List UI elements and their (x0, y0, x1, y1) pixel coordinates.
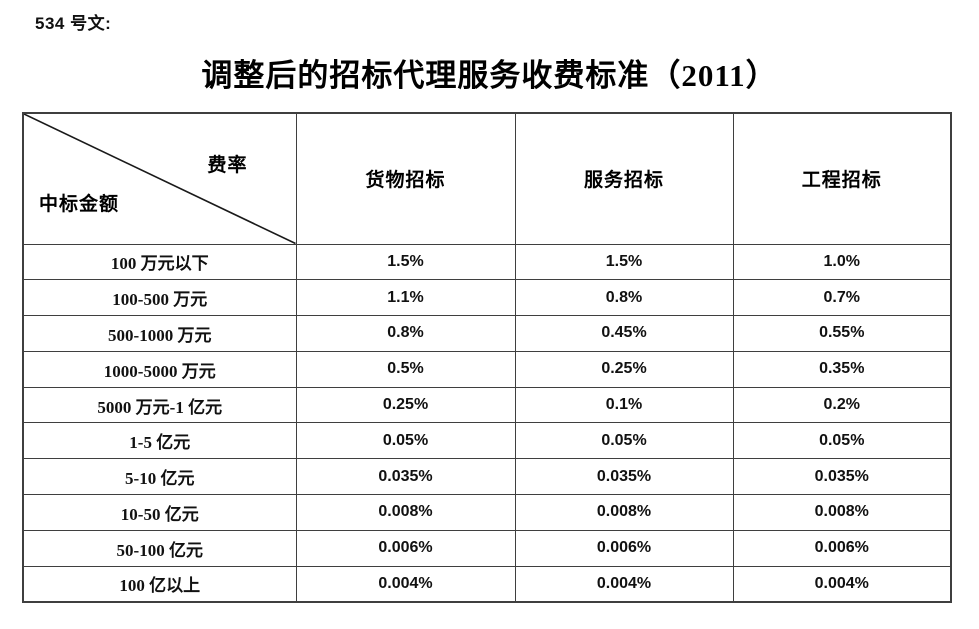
rate-value-cell: 1.0% (732, 243, 952, 281)
row-label-bid-amount: 10-50 亿元 (22, 494, 297, 531)
rate-value-cell: 0.004% (295, 565, 516, 603)
rate-value-cell: 0.035% (295, 458, 516, 496)
row-label-bid-amount: 5000 万元-1 亿元 (22, 386, 297, 424)
rate-value-cell: 0.006% (295, 529, 516, 567)
page-title: 调整后的招标代理服务收费标准（2011） (201, 58, 778, 93)
rate-value-cell: 0.2% (732, 386, 952, 424)
row-label-bid-amount: 50-100 亿元 (22, 529, 297, 567)
rate-value-cell: 0.008% (514, 494, 734, 531)
row-label-bid-amount: 100 万元以下 (22, 243, 297, 281)
rate-value-cell: 0.004% (732, 565, 952, 603)
rate-value-cell: 0.05% (732, 422, 952, 460)
rate-value-cell: 0.8% (514, 279, 734, 317)
corner-header-cell: 费率 中标金额 (22, 112, 297, 245)
rate-value-cell: 0.006% (732, 529, 952, 567)
row-label-bid-amount: 500-1000 万元 (22, 315, 297, 352)
corner-label-bid-amount: 中标金额 (39, 193, 120, 215)
rate-value-cell: 0.004% (514, 565, 734, 603)
rate-value-cell: 0.1% (514, 386, 734, 424)
table-row: 50-100 亿元 0.006% 0.006% 0.006% (22, 529, 952, 567)
table-row: 5-10 亿元 0.035% 0.035% 0.035% (22, 458, 952, 496)
table-row: 10-50 亿元 0.008% 0.008% 0.008% (22, 494, 952, 531)
rate-value-cell: 0.25% (514, 350, 734, 388)
rate-value-cell: 0.035% (732, 458, 952, 496)
row-label-bid-amount: 100-500 万元 (22, 279, 297, 317)
rate-value-cell: 0.35% (732, 350, 952, 388)
row-label-bid-amount: 1-5 亿元 (22, 422, 297, 460)
table-row: 100 亿以上 0.004% 0.004% 0.004% (22, 565, 952, 603)
rate-value-cell: 1.1% (295, 279, 516, 317)
doc-number-label: 534 号文: (35, 14, 112, 33)
rate-value-cell: 0.05% (514, 422, 734, 460)
rate-value-cell: 0.45% (514, 315, 734, 352)
column-header-engineering-bidding: 工程招标 (732, 112, 952, 245)
column-header-service-bidding: 服务招标 (514, 112, 734, 245)
row-label-bid-amount: 5-10 亿元 (22, 458, 297, 496)
table-row: 1-5 亿元 0.05% 0.05% 0.05% (22, 422, 952, 460)
table-row: 100-500 万元 1.1% 0.8% 0.7% (22, 279, 952, 317)
rate-value-cell: 0.006% (514, 529, 734, 567)
rate-value-cell: 0.8% (295, 315, 516, 352)
column-header-goods-bidding: 货物招标 (295, 112, 516, 245)
table-header-row: 费率 中标金额 货物招标 服务招标 工程招标 (22, 112, 952, 245)
rate-value-cell: 1.5% (295, 243, 516, 281)
rate-value-cell: 0.008% (732, 494, 952, 531)
rate-value-cell: 0.05% (295, 422, 516, 460)
row-label-bid-amount: 100 亿以上 (22, 565, 297, 603)
table-row: 500-1000 万元 0.8% 0.45% 0.55% (22, 315, 952, 352)
rate-value-cell: 0.7% (732, 279, 952, 317)
rate-value-cell: 0.5% (295, 350, 516, 388)
table-row: 5000 万元-1 亿元 0.25% 0.1% 0.2% (22, 386, 952, 424)
table-row: 1000-5000 万元 0.5% 0.25% 0.35% (22, 350, 952, 388)
corner-label-rate: 费率 (207, 155, 248, 176)
rate-value-cell: 0.25% (295, 386, 516, 424)
rate-value-cell: 0.008% (295, 494, 516, 531)
rate-value-cell: 1.5% (514, 243, 734, 281)
diagonal-divider-line (24, 114, 296, 244)
rate-value-cell: 0.035% (514, 458, 734, 496)
row-label-bid-amount: 1000-5000 万元 (22, 350, 297, 388)
rate-value-cell: 0.55% (732, 315, 952, 352)
fee-rate-table: 费率 中标金额 货物招标 服务招标 工程招标 100 万元以下 1.5% 1.5% 1… (22, 112, 952, 603)
table-row: 100 万元以下 1.5% 1.5% 1.0% (22, 243, 952, 281)
